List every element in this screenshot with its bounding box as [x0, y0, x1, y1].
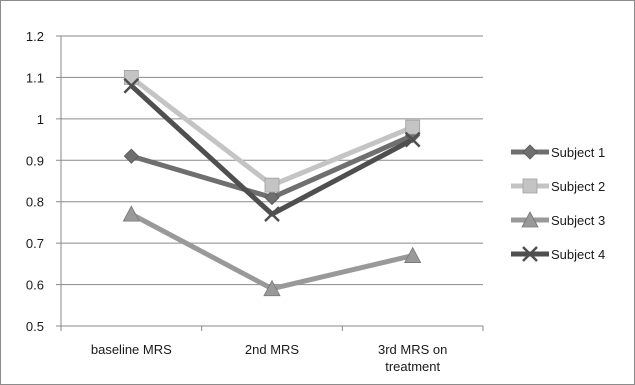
legend-marker [522, 178, 538, 194]
x-tick-label: 2nd MRS [245, 342, 300, 357]
data-point-series-1 [264, 190, 280, 206]
y-tick-label: 0.9 [26, 153, 44, 168]
x-tick-label-line: 2nd MRS [245, 342, 300, 357]
x-tick-label: baseline MRS [91, 342, 172, 357]
x-marker-stroke [264, 206, 280, 223]
x-tick-label-line: 3rd MRS on [378, 342, 447, 357]
data-point-series-3 [403, 246, 422, 263]
x-tick-label-line: treatment [385, 359, 440, 374]
x-marker-stroke [123, 77, 140, 94]
legend-label: Subject 1 [551, 145, 605, 160]
data-point-series-1 [123, 148, 139, 164]
legend-label: Subject 2 [551, 179, 605, 194]
legend-label: Subject 3 [551, 213, 605, 228]
legend-marker [521, 211, 539, 228]
y-tick-label: 1 [37, 112, 44, 127]
data-point-series-3 [263, 279, 281, 297]
y-tick-label: 0.7 [26, 236, 44, 251]
x-marker-stroke [404, 131, 421, 148]
x-marker-stroke [522, 246, 538, 262]
y-tick-label: 0.5 [26, 319, 44, 334]
y-tick-label: 1.1 [26, 70, 44, 85]
data-point-series-4 [123, 77, 140, 94]
x-tick-label: 3rd MRS on treatment [378, 342, 447, 374]
data-point-series-3 [122, 205, 140, 222]
data-point-series-4 [404, 131, 421, 148]
legend-label: Subject 4 [551, 247, 605, 262]
y-tick-label: 1.2 [26, 29, 44, 44]
x-tick-label-line: baseline MRS [91, 342, 172, 357]
data-point-series-4 [264, 206, 280, 223]
y-tick-label: 0.8 [26, 195, 44, 210]
legend-marker [522, 144, 538, 160]
series-line-3 [130, 211, 414, 292]
data-point-series-2 [405, 119, 421, 135]
legend-marker [522, 246, 538, 262]
data-point-series-2 [264, 177, 280, 193]
y-tick-label: 0.6 [26, 278, 44, 293]
